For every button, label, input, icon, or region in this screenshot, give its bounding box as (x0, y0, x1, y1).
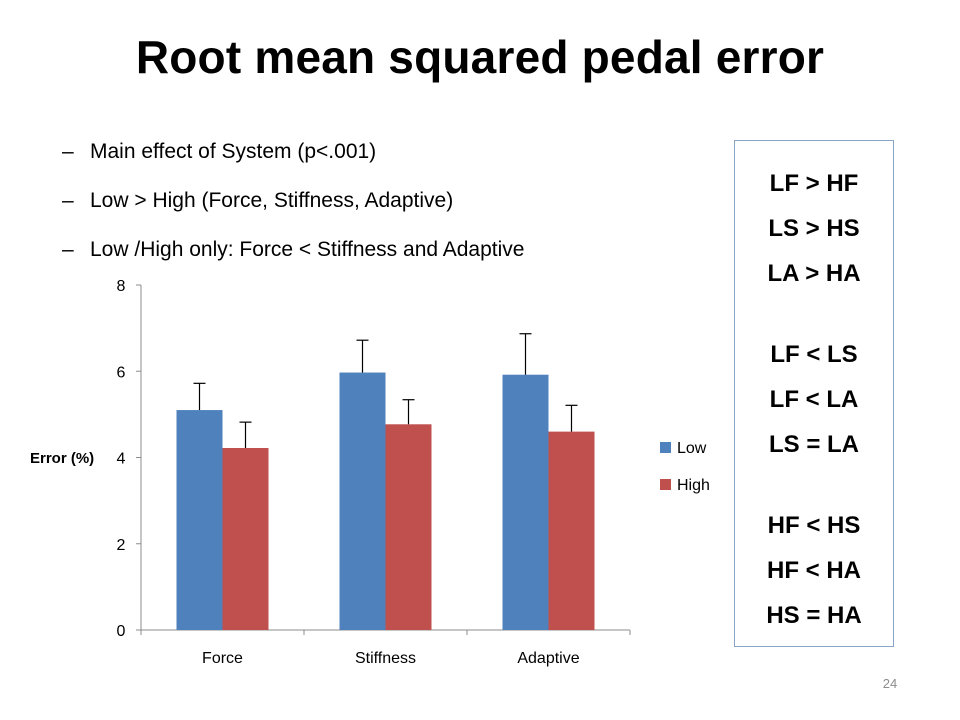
comparison-line: LF < LS (770, 341, 858, 368)
bullet-list: – Main effect of System (p<.001) – Low >… (62, 138, 524, 285)
bullet-text: Low /High only: Force < Stiffness and Ad… (90, 238, 525, 261)
y-tick-label: 2 (117, 537, 126, 554)
bullet-marker: – (62, 189, 74, 212)
bar-chart: Error (%) 0 2 4 6 8 Force Stiffness Adaptive Low… (30, 278, 710, 667)
comparison-line: LS = LA (768, 431, 859, 458)
legend-swatch (660, 479, 671, 490)
y-tick-label: 6 (117, 364, 126, 381)
legend-label: Low (677, 440, 707, 457)
bar (385, 424, 432, 630)
x-tick-label: Stiffness (355, 650, 416, 667)
bar (548, 431, 595, 630)
comparison-line: HS = HA (766, 602, 862, 629)
comparison-line: LF > HF (769, 170, 859, 197)
page-number: 24 (882, 676, 898, 691)
y-tick-label: 4 (117, 451, 126, 468)
slide-title: Root mean squared pedal error (135, 31, 825, 83)
comparison-box: LF > HF LS > HS LA > HA LF < LS LF < LA … (734, 140, 894, 647)
y-tick-label: 8 (117, 278, 126, 295)
comparison-line: HF < HS (767, 512, 861, 539)
bar (222, 448, 269, 630)
bar (339, 372, 386, 630)
comparison-line: LF < LA (769, 386, 859, 413)
bullet-marker: – (62, 140, 74, 163)
bullet-item: – Low /High only: Force < Stiffness and … (62, 236, 524, 285)
y-tick-label: 0 (117, 623, 126, 640)
x-tick-label: Force (202, 650, 243, 667)
bullet-marker: – (62, 238, 74, 261)
legend-swatch (660, 442, 671, 453)
bar (176, 410, 223, 630)
bar (502, 374, 549, 630)
bullet-text: Low > High (Force, Stiffness, Adaptive) (90, 189, 454, 212)
x-tick-label: Adaptive (517, 650, 579, 667)
comparison-line: LS > HS (768, 215, 860, 242)
plot-area: 0 2 4 6 8 Force Stiffness Adaptive Low High (117, 278, 710, 667)
bullet-item: – Low > High (Force, Stiffness, Adaptive… (62, 187, 524, 236)
bullet-item: – Main effect of System (p<.001) (62, 138, 524, 187)
bullet-text: Main effect of System (p<.001) (90, 140, 377, 163)
comparison-line: LA > HA (767, 260, 861, 287)
legend-label: High (677, 477, 710, 494)
y-axis-label: Error (%) (30, 450, 94, 467)
comparison-line: HF < HA (766, 557, 861, 584)
